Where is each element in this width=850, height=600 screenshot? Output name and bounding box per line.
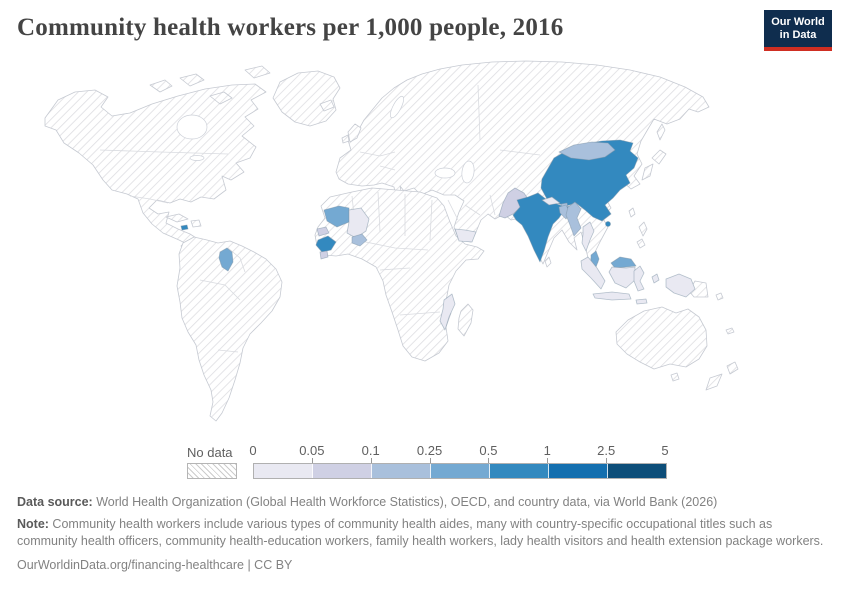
legend-tick-mark — [311, 458, 313, 463]
legend-tick-mark — [488, 458, 490, 463]
landmass-north-america[interactable] — [44, 83, 267, 257]
island-iceland[interactable] — [319, 99, 335, 112]
legend-tick-label: 0.5 — [479, 443, 498, 458]
country-burkina-faso[interactable] — [351, 233, 368, 247]
country-indonesia-west-papua[interactable] — [665, 273, 696, 298]
legend-bin-3[interactable] — [431, 464, 490, 478]
legend-tick-label: 0.05 — [299, 443, 325, 458]
legend-tick-label: 0 — [249, 443, 257, 458]
island-arctic-4[interactable] — [244, 65, 271, 79]
country-myanmar[interactable] — [565, 201, 582, 237]
water-baltic-sea — [390, 95, 404, 119]
country-thailand[interactable] — [581, 221, 595, 252]
country-indonesia-sumatra[interactable] — [580, 256, 606, 290]
island-arctic-2[interactable] — [179, 73, 205, 87]
page-title: Community health workers per 1,000 peopl… — [17, 14, 564, 41]
note-label: Note: — [17, 517, 49, 531]
legend-tick-label: 5 — [661, 443, 669, 458]
island-hispaniola[interactable] — [190, 219, 202, 228]
legend-tick-mark — [370, 458, 372, 463]
legend-bin-0[interactable] — [254, 464, 313, 478]
country-indonesia-moluccas[interactable] — [651, 273, 660, 284]
island-cuba[interactable] — [165, 213, 189, 223]
country-indonesia-kalimantan[interactable] — [608, 266, 636, 289]
legend-no-data-swatch[interactable] — [187, 463, 237, 479]
island-arctic-3[interactable] — [209, 91, 233, 105]
map-legend: No data 0 0.05 0.1 0.25 0.5 1 2.5 5 — [0, 443, 850, 483]
water-hudson-bay — [176, 114, 208, 140]
legend-tick-mark — [547, 458, 549, 463]
country-mozambique[interactable] — [439, 293, 456, 331]
legend-tick-mark — [429, 458, 431, 463]
legend-no-data-label: No data — [187, 445, 233, 460]
note-line: Note: Community health workers include v… — [17, 516, 833, 550]
island-tasmania[interactable] — [670, 372, 680, 382]
landmass-greenland[interactable] — [272, 70, 341, 127]
legend-tick-mark — [606, 458, 608, 463]
island-britain[interactable] — [347, 123, 362, 143]
data-source-line: Data source: World Health Organization (… — [17, 494, 833, 511]
country-malaysia-borneo[interactable] — [610, 256, 637, 269]
country-nepal[interactable] — [541, 196, 561, 206]
legend-tick-label: 2.5 — [597, 443, 616, 458]
legend-tick-marks — [253, 458, 665, 463]
note-text: Community health workers include various… — [17, 517, 824, 548]
country-indonesia-java[interactable] — [592, 291, 632, 301]
water-great-lakes — [189, 155, 205, 161]
island-madagascar[interactable] — [457, 303, 474, 337]
chart-footer: Data source: World Health Organization (… — [17, 494, 833, 579]
country-pakistan[interactable] — [498, 187, 529, 219]
world-map[interactable] — [0, 58, 850, 440]
legend-bin-6[interactable] — [608, 464, 666, 478]
country-lesser-sunda[interactable] — [635, 298, 648, 305]
island-japan-south[interactable] — [641, 163, 654, 181]
legend-tick-labels: 0 0.05 0.1 0.25 0.5 1 2.5 5 — [249, 443, 669, 459]
country-guinea[interactable] — [315, 235, 337, 253]
island-sri-lanka[interactable] — [544, 256, 552, 268]
island-sakhalin[interactable] — [656, 123, 666, 141]
island-nz-north[interactable] — [726, 361, 739, 375]
legend-bin-4[interactable] — [490, 464, 549, 478]
country-mongolia[interactable] — [558, 141, 616, 161]
landmass-south-america[interactable] — [176, 236, 283, 422]
legend-colorbar[interactable] — [253, 463, 667, 479]
data-source-label: Data source: — [17, 495, 93, 509]
water-caspian-sea — [461, 160, 475, 184]
legend-tick-label: 0.25 — [416, 443, 443, 458]
island-philippines-south[interactable] — [636, 238, 646, 249]
country-guyana[interactable] — [218, 247, 234, 272]
owid-logo-line2: in Data — [779, 29, 817, 41]
island-new-caledonia[interactable] — [725, 327, 735, 335]
legend-tick-label: 1 — [543, 443, 551, 458]
island-arctic-1[interactable] — [149, 79, 173, 93]
legend-tick-label: 0.1 — [361, 443, 380, 458]
owid-logo[interactable]: Our World in Data — [764, 10, 832, 51]
landmass-australia[interactable] — [615, 306, 708, 370]
legend-bin-1[interactable] — [313, 464, 372, 478]
country-china-hainan[interactable] — [605, 221, 611, 227]
internal-borders — [99, 84, 541, 353]
country-sierra-leone[interactable] — [319, 250, 329, 260]
island-nz-south[interactable] — [705, 373, 723, 391]
legend-bin-5[interactable] — [549, 464, 608, 478]
island-solomon[interactable] — [715, 292, 724, 301]
island-ireland[interactable] — [341, 134, 350, 144]
owid-logo-line1: Our World — [771, 16, 825, 28]
footer-link[interactable]: OurWorldinData.org/financing-healthcare … — [17, 558, 293, 572]
island-taiwan[interactable] — [628, 207, 636, 218]
country-indonesia-sulawesi[interactable] — [633, 265, 645, 292]
country-senegal[interactable] — [316, 226, 330, 237]
country-jamaica[interactable] — [180, 224, 189, 231]
water-black-sea — [434, 167, 456, 179]
country-yemen[interactable] — [454, 228, 477, 243]
island-philippines-north[interactable] — [638, 221, 648, 237]
island-japan-north[interactable] — [651, 149, 667, 165]
legend-bin-2[interactable] — [372, 464, 431, 478]
data-source-text: World Health Organization (Global Health… — [92, 495, 718, 509]
